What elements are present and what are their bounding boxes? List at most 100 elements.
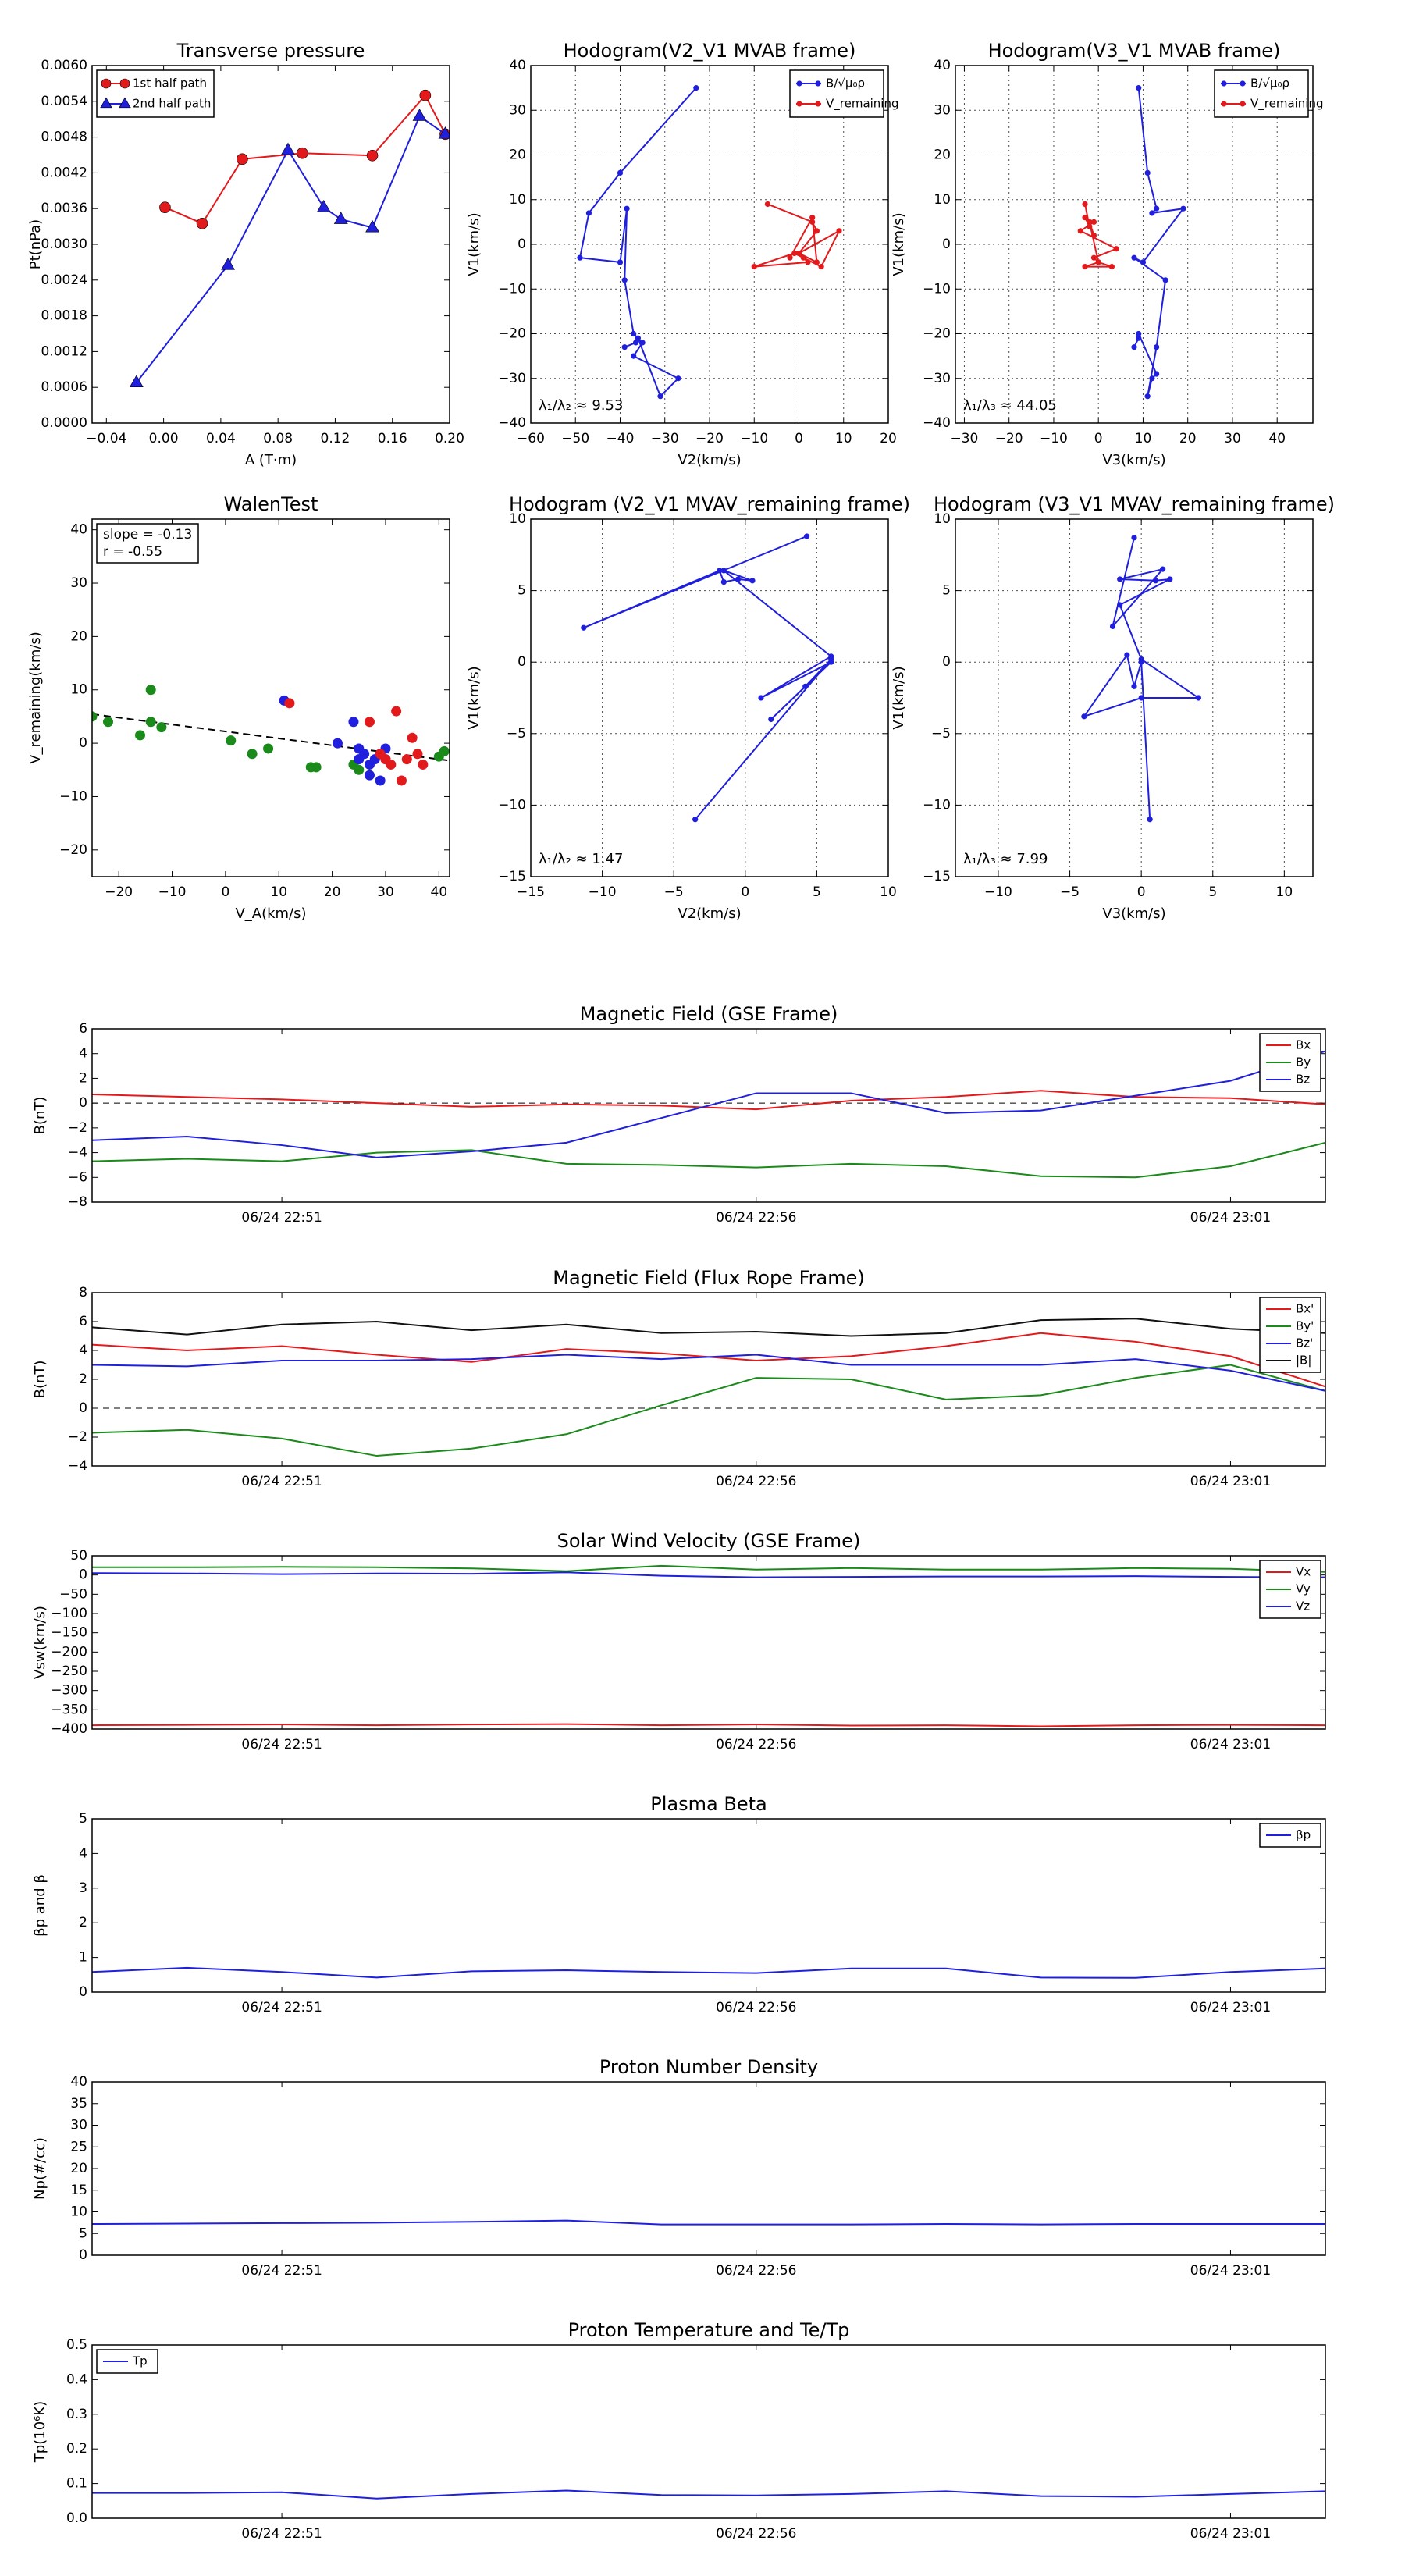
x-tick-label: −10 bbox=[589, 884, 617, 900]
y-tick-label: 2 bbox=[79, 1372, 87, 1387]
y-tick-label: −10 bbox=[498, 797, 526, 813]
panel-ts_beta: Plasma Beta 0 1 2 3 4 5 06/24 22:51 06/24 22:56 0… bbox=[32, 1793, 1326, 2016]
x-tick-label: −30 bbox=[951, 431, 979, 447]
y-tick-label: −40 bbox=[498, 415, 526, 431]
data-point bbox=[720, 568, 727, 574]
y-tick-label: 0.0036 bbox=[41, 201, 87, 216]
y-tick-label: 5 bbox=[518, 583, 526, 599]
y-tick-label: 0.0012 bbox=[41, 343, 87, 359]
y-tick-label: 0 bbox=[79, 1095, 87, 1111]
data-point bbox=[1154, 371, 1160, 377]
y-tick-label: −5 bbox=[507, 726, 526, 742]
x-tick-label: 06/24 23:01 bbox=[1190, 1210, 1271, 1226]
legend-label: B/√μ₀ρ bbox=[826, 76, 865, 91]
legend-frame bbox=[1214, 69, 1309, 118]
y-tick-label: 0.0042 bbox=[41, 165, 87, 180]
data-point bbox=[585, 210, 592, 216]
y-tick-label: −10 bbox=[923, 281, 951, 297]
chart-title: Hodogram (V3_V1 MVAV_remaining frame) bbox=[934, 493, 1335, 515]
y-tick-label: −100 bbox=[51, 1606, 87, 1621]
y-tick-label: 0.4 bbox=[66, 2371, 87, 2387]
x-tick-label: −10 bbox=[740, 431, 768, 447]
x-tick-label: 0.16 bbox=[378, 431, 407, 447]
data-point bbox=[221, 258, 235, 270]
chart-title: Solar Wind Velocity (GSE Frame) bbox=[557, 1530, 861, 1552]
legend-frame bbox=[789, 69, 884, 118]
data-point bbox=[624, 205, 630, 212]
y-tick-label: 8 bbox=[79, 1285, 87, 1300]
data-point bbox=[1082, 201, 1088, 208]
legend-marker bbox=[815, 80, 821, 87]
x-axis-label: A (T·m) bbox=[245, 452, 297, 468]
y-tick-label: 0.5 bbox=[66, 2337, 87, 2353]
chart-title: Magnetic Field (Flux Rope Frame) bbox=[553, 1267, 864, 1289]
y-tick-label: −50 bbox=[59, 1586, 87, 1602]
series-line bbox=[136, 115, 446, 383]
data-point bbox=[1131, 344, 1137, 350]
y-tick-label: 25 bbox=[70, 2139, 87, 2154]
data-point bbox=[828, 656, 834, 663]
x-tick-label: 40 bbox=[431, 884, 448, 900]
data-point bbox=[577, 254, 583, 261]
data-point bbox=[818, 264, 824, 270]
y-tick-label: −15 bbox=[498, 869, 526, 884]
data-point bbox=[1138, 659, 1144, 665]
x-tick-label: −10 bbox=[984, 884, 1012, 900]
legend-label: Tp bbox=[132, 2354, 148, 2368]
x-tick-label: 06/24 22:51 bbox=[241, 2526, 322, 2542]
data-point bbox=[805, 259, 811, 265]
legend-label: B/√μ₀ρ bbox=[1250, 76, 1289, 91]
data-point bbox=[129, 375, 144, 387]
data-point bbox=[1090, 232, 1097, 239]
data-point bbox=[401, 754, 412, 765]
legend-label: βp bbox=[1296, 1828, 1311, 1842]
legend-label: V_remaining bbox=[1250, 97, 1324, 112]
data-point bbox=[1108, 264, 1115, 270]
data-point bbox=[617, 169, 624, 176]
y-tick-label: 30 bbox=[934, 102, 951, 118]
legend-label: By bbox=[1296, 1055, 1311, 1069]
y-tick-label: −8 bbox=[68, 1194, 87, 1210]
data-point bbox=[581, 624, 587, 631]
x-tick-label: 10 bbox=[1276, 884, 1293, 900]
data-point bbox=[1162, 277, 1168, 283]
panel-ts_v: Solar Wind Velocity (GSE Frame) −400 −350 −… bbox=[32, 1530, 1326, 1752]
y-tick-label: −4 bbox=[68, 1458, 87, 1474]
y-tick-label: 2 bbox=[79, 1915, 87, 1930]
data-point bbox=[1154, 205, 1160, 212]
legend-marker bbox=[796, 101, 802, 107]
data-point bbox=[439, 745, 450, 756]
x-tick-label: 5 bbox=[813, 884, 821, 900]
data-point bbox=[237, 153, 248, 165]
x-tick-label: −20 bbox=[695, 431, 724, 447]
x-tick-label: 06/24 22:51 bbox=[241, 1474, 322, 1489]
y-tick-label: 0 bbox=[79, 1567, 87, 1583]
plot-frame bbox=[91, 2344, 1326, 2519]
series-line bbox=[92, 1050, 1325, 1158]
data-point bbox=[366, 149, 379, 162]
x-axis-label: V_A(km/s) bbox=[235, 906, 306, 922]
y-axis-label: B(nT) bbox=[32, 1361, 48, 1399]
y-tick-label: 0 bbox=[518, 237, 526, 252]
y-tick-label: −300 bbox=[51, 1683, 87, 1699]
data-point bbox=[621, 277, 628, 283]
data-point bbox=[1087, 219, 1093, 225]
x-axis-label: V2(km/s) bbox=[678, 906, 741, 922]
x-tick-label: 06/24 22:56 bbox=[716, 2263, 796, 2279]
y-tick-label: −30 bbox=[923, 371, 951, 386]
data-point bbox=[1154, 344, 1160, 350]
y-tick-label: 0.0030 bbox=[41, 237, 87, 252]
y-tick-label: −200 bbox=[51, 1644, 87, 1660]
data-point bbox=[1180, 205, 1186, 212]
stats-text: r = -0.55 bbox=[103, 544, 162, 560]
data-point bbox=[359, 749, 370, 760]
legend-label: |B| bbox=[1296, 1354, 1311, 1368]
y-tick-label: 10 bbox=[509, 511, 526, 527]
y-tick-label: 0 bbox=[79, 1984, 87, 2000]
y-tick-label: 0 bbox=[518, 654, 526, 670]
data-point bbox=[284, 698, 295, 709]
series-line bbox=[1133, 87, 1186, 397]
y-tick-label: 40 bbox=[70, 2074, 87, 2090]
y-tick-label: 5 bbox=[79, 1811, 87, 1827]
